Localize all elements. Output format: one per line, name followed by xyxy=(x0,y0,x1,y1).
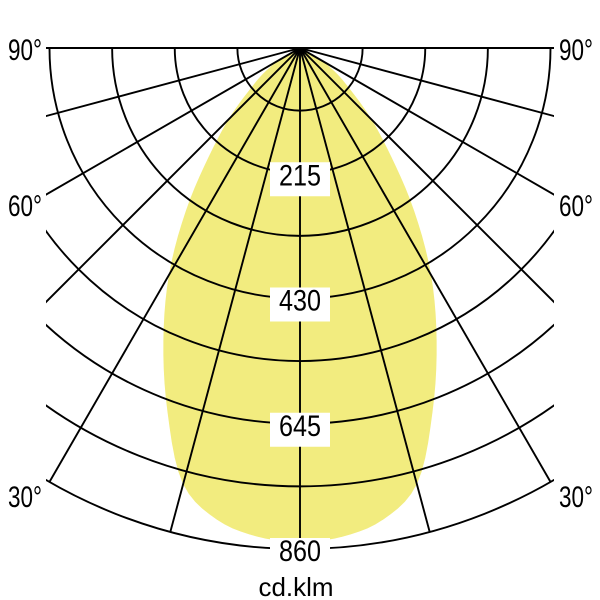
angle-ray-right-15 xyxy=(299,47,431,533)
angle-ray-right-30 xyxy=(299,47,552,483)
radial-tick-label-645: 645 xyxy=(279,410,321,443)
angle-label-left-30: 30° xyxy=(8,481,42,514)
radial-tick-label-860: 860 xyxy=(279,535,321,568)
angle-ray-left-45 xyxy=(46,47,301,304)
angle-ray-right-60 xyxy=(299,47,554,196)
radial-tick-label-layer: 215 430 645 860 xyxy=(270,159,330,572)
tick-label-chip-430 xyxy=(270,287,330,322)
angle-label-left-90: 90° xyxy=(8,34,42,67)
angle-ray-right-75 xyxy=(299,47,554,118)
angle-label-left-60: 60° xyxy=(8,190,42,223)
angle-ray-left-60 xyxy=(46,47,301,196)
angle-label-layer: 90° 90° 60° 60° 30° 30° xyxy=(8,34,593,514)
tick-label-chip-215 xyxy=(270,162,330,197)
angle-ray-left-15 xyxy=(169,47,301,533)
angle-ray-left-75 xyxy=(46,47,301,118)
angle-label-right-30: 30° xyxy=(559,481,593,514)
radial-tick-label-430: 430 xyxy=(279,285,321,318)
tick-label-chip-860 xyxy=(270,538,330,572)
angle-ray-left-30 xyxy=(48,47,301,483)
angle-ray-right-45 xyxy=(299,47,554,304)
angle-label-right-90: 90° xyxy=(559,34,593,67)
tick-label-chip-645 xyxy=(270,412,330,447)
angle-label-right-60: 60° xyxy=(559,190,593,223)
radial-tick-label-215: 215 xyxy=(279,159,321,192)
unit-label: cd.klm xyxy=(259,572,334,600)
unit-label-layer: cd.klm xyxy=(259,572,334,600)
